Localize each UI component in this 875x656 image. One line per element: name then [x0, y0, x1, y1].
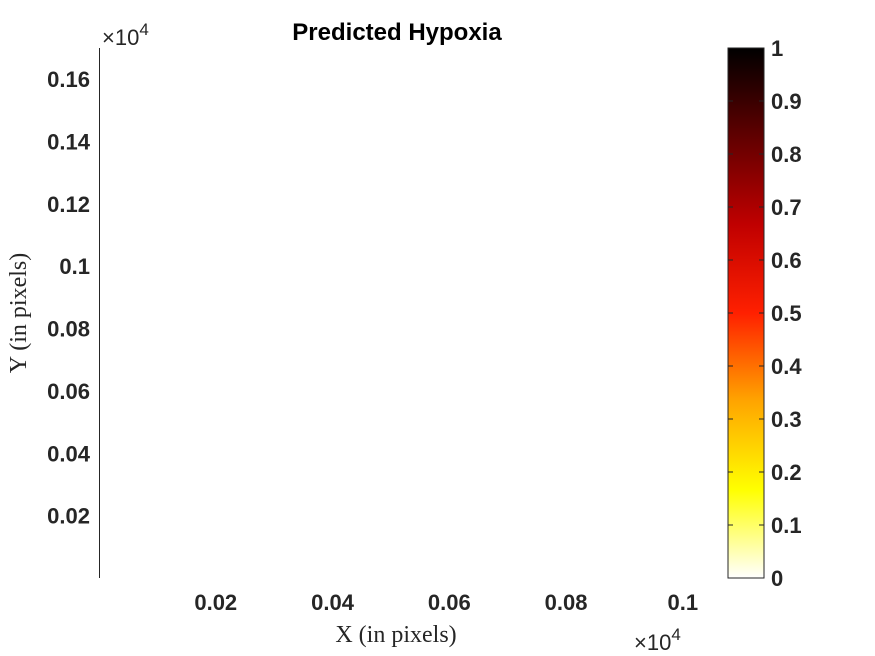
y-tick-label: 0.12	[47, 192, 90, 217]
colorbar: 0 0.1 0.2 0.3 0.4 0.5 0.6 0.7 0.8 0.9 1	[727, 36, 802, 591]
colorbar-ticks: 0 0.1 0.2 0.3 0.4 0.5 0.6 0.7 0.8 0.9 1	[728, 36, 802, 591]
colorbar-tick-label: 0.4	[771, 354, 802, 379]
colorbar-gradient	[727, 47, 765, 579]
y-tick-label: 0.02	[47, 504, 90, 529]
colorbar-tick-label: 0.5	[771, 301, 802, 326]
x-tick-label: 0.08	[545, 590, 588, 615]
x-tick-label: 0.1	[668, 590, 699, 615]
x-axis-label: X (in pixels)	[335, 622, 456, 648]
colorbar-tick-label: 0.2	[771, 460, 802, 485]
x-tick-label: 0.06	[428, 590, 471, 615]
y-tick-label: 0.16	[47, 67, 90, 92]
colorbar-tick-label: 0.6	[771, 248, 802, 273]
y-tick-label: 0.08	[47, 317, 90, 342]
svg-text:×104: ×104	[102, 20, 149, 50]
y-multiplier-exponent: 4	[139, 20, 148, 39]
colorbar-tick-label: 0.8	[771, 142, 802, 167]
colorbar-tick-label: 1	[771, 36, 783, 61]
y-tick-label: 0.14	[47, 130, 91, 155]
y-multiplier-base: ×10	[102, 25, 139, 50]
chart-title: Predicted Hypoxia	[292, 19, 502, 46]
colorbar-tick-label: 0.1	[771, 513, 802, 538]
y-tick-label: 0.06	[47, 379, 90, 404]
colorbar-tick-label: 0.3	[771, 407, 802, 432]
y-axis-label: Y (in pixels)	[6, 253, 32, 373]
y-tick-labels: 0.02 0.04 0.06 0.08 0.1 0.12 0.14 0.16	[47, 67, 91, 528]
y-tick-label: 0.1	[59, 254, 90, 279]
x-multiplier-base: ×10	[634, 630, 671, 655]
x-tick-labels: 0.02 0.04 0.06 0.08 0.1	[194, 590, 698, 615]
y-tick-label: 0.04	[47, 441, 91, 466]
x-multiplier-exponent: 4	[671, 625, 680, 644]
x-multiplier: ×104	[634, 625, 681, 655]
y-multiplier: ×104	[102, 20, 149, 50]
x-tick-label: 0.04	[311, 590, 355, 615]
x-tick-label: 0.02	[194, 590, 237, 615]
colorbar-tick-label: 0	[771, 566, 783, 591]
svg-text:×104: ×104	[634, 625, 681, 655]
colorbar-tick-label: 0.9	[771, 89, 802, 114]
colorbar-tick-label: 0.7	[771, 195, 802, 220]
